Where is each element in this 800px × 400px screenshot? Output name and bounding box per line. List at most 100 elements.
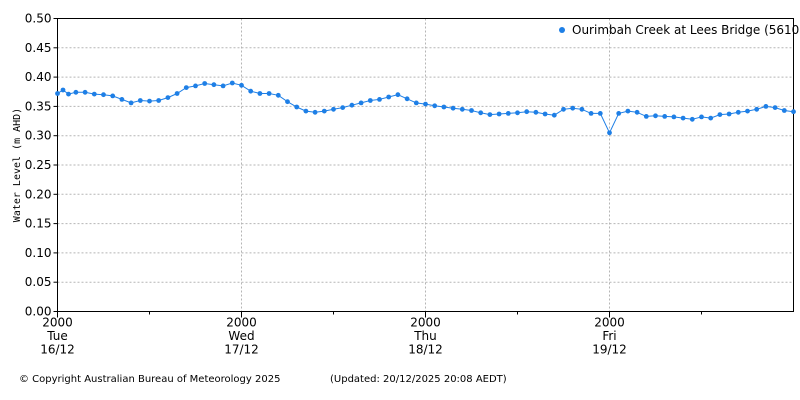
data-point [441, 104, 447, 110]
data-point [101, 92, 106, 98]
data-point [367, 98, 373, 103]
data-point [597, 111, 603, 116]
data-point [303, 108, 309, 114]
data-point [735, 109, 741, 115]
legend-marker [559, 27, 565, 33]
data-point [331, 106, 336, 112]
data-point [505, 111, 511, 116]
legend-label: Ourimbah Creek at Lees Bridge (561086) [572, 23, 800, 37]
x-tick-label: 18/12 [408, 343, 443, 357]
data-point [395, 92, 401, 98]
grid [57, 18, 794, 312]
data-point [211, 82, 217, 88]
data-point [469, 108, 474, 113]
data-point [717, 112, 723, 117]
data-point [321, 108, 327, 114]
data-point [119, 97, 125, 102]
updated-timestamp: (Updated: 20/12/2025 20:08 AEDT) [330, 374, 507, 385]
data-point [588, 111, 594, 116]
x-tick-label: Fri [602, 329, 616, 343]
y-tick-label: 0.30 [25, 129, 52, 143]
data-point [137, 98, 143, 103]
data-point [551, 112, 557, 118]
data-point [165, 95, 171, 100]
data-point [478, 110, 484, 116]
y-tick-label: 0.05 [25, 275, 52, 289]
data-point [91, 91, 97, 97]
y-axis: 0.00 0.05 0.10 0.15 0.20 0.25 0.30 0.35 0.40 0.45… [25, 12, 58, 319]
data-point [257, 91, 263, 96]
data-point [754, 106, 760, 112]
data-point [533, 109, 539, 115]
x-tick-label: 19/12 [592, 343, 627, 357]
data-point [110, 93, 116, 99]
data-point [285, 99, 290, 105]
data-point [726, 111, 732, 117]
data-point [60, 87, 66, 93]
data-point [708, 115, 714, 121]
data-point [689, 116, 695, 122]
data-point [349, 102, 355, 108]
data-point [662, 114, 668, 119]
x-tick-label: Thu [413, 329, 437, 343]
data-point [193, 83, 198, 89]
data-point [634, 109, 640, 115]
data-point [73, 89, 79, 95]
x-tick-label: 17/12 [224, 343, 259, 357]
x-tick-label: 2000 [226, 316, 257, 330]
data-point [358, 100, 364, 106]
data-point [459, 106, 465, 112]
data-point [340, 105, 346, 110]
data-point [413, 100, 419, 106]
data-point [763, 104, 769, 109]
data-point [404, 96, 410, 102]
data-point [680, 115, 686, 121]
data-point [781, 108, 787, 113]
data-point [524, 109, 530, 115]
data-point [579, 106, 585, 112]
x-axis: 2000Tue16/122000Wed17/122000Thu18/122000… [40, 311, 702, 357]
series-line [57, 82, 794, 134]
data-point [607, 130, 612, 136]
data-point [423, 101, 428, 107]
y-tick-label: 0.35 [25, 99, 52, 113]
data-point [55, 91, 60, 96]
y-tick-label: 0.25 [25, 158, 52, 172]
copyright-text: © Copyright Australian Bureau of Meteoro… [19, 374, 281, 385]
y-tick-label: 0.50 [25, 12, 52, 26]
data-point [643, 114, 649, 119]
x-tick-label: 2000 [42, 316, 73, 330]
data-point [432, 103, 438, 109]
data-point [202, 81, 208, 86]
data-point [745, 108, 750, 114]
data-point [496, 111, 502, 117]
data-point [791, 109, 796, 115]
data-point [542, 111, 548, 117]
data-point [653, 113, 658, 119]
x-tick-label: 16/12 [40, 343, 75, 357]
data-point [515, 110, 520, 116]
data-point [487, 112, 493, 117]
x-tick-label: 2000 [410, 316, 441, 330]
data-point [156, 98, 162, 103]
legend: Ourimbah Creek at Lees Bridge (561086) [559, 23, 800, 37]
y-tick-label: 0.15 [25, 217, 52, 231]
data-point [450, 105, 456, 111]
data-point [248, 88, 254, 94]
data-point [229, 80, 235, 86]
data-point [174, 91, 180, 96]
data-point [561, 106, 566, 112]
data-point [699, 114, 704, 120]
data-point [128, 100, 134, 106]
data-point [239, 82, 244, 88]
data-point [616, 111, 622, 116]
y-tick-label: 0.45 [25, 41, 52, 55]
x-tick-label: 2000 [594, 316, 625, 330]
y-tick-label: 0.10 [25, 246, 52, 260]
y-axis-title: Water Level (m AHD) [12, 108, 23, 222]
data-point [147, 98, 152, 104]
data-point [294, 104, 300, 110]
data-point [266, 91, 272, 96]
data-point [66, 91, 71, 97]
data-point [183, 85, 189, 90]
